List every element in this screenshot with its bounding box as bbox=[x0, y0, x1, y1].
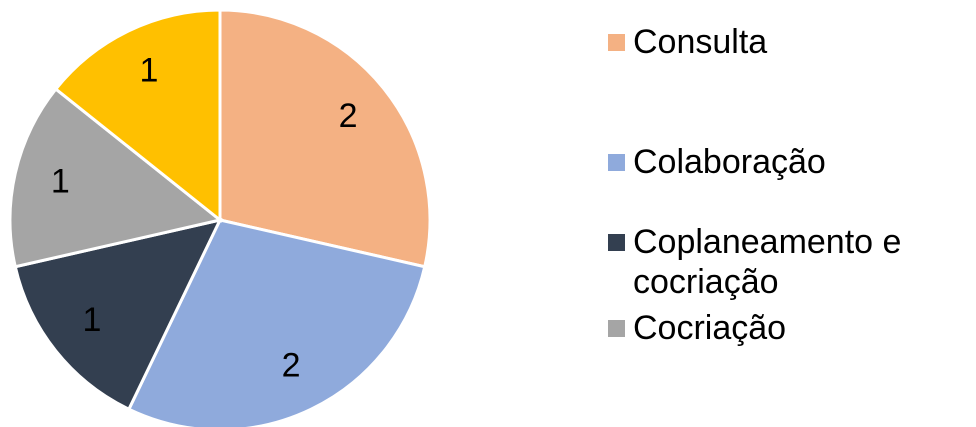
legend-swatch bbox=[608, 34, 625, 51]
legend-label: Coplaneamento e cocriação bbox=[633, 223, 902, 301]
data-label: 1 bbox=[139, 51, 158, 89]
pie-slice bbox=[126, 218, 427, 427]
pie-slice bbox=[8, 86, 224, 269]
legend-item: Cocriação bbox=[608, 308, 974, 348]
pie-area: 2 2 1 1 1 bbox=[8, 8, 432, 427]
pie-slice bbox=[218, 8, 432, 269]
pie-slice bbox=[53, 8, 222, 224]
legend-label: Cocriação bbox=[633, 309, 787, 347]
legend-item: Colaboração bbox=[608, 142, 974, 182]
legend-label: Consulta bbox=[633, 23, 768, 61]
legend-swatch bbox=[608, 234, 625, 251]
legend-label: Colaboração bbox=[633, 143, 826, 181]
pie-slice bbox=[13, 217, 223, 412]
data-label: 1 bbox=[82, 301, 101, 339]
data-label: 2 bbox=[339, 97, 358, 135]
legend-item: Coplaneamento e cocriação bbox=[608, 222, 974, 302]
data-label: 2 bbox=[282, 347, 301, 385]
data-label: 1 bbox=[51, 163, 70, 201]
legend-swatch bbox=[608, 320, 625, 337]
legend-item: Consulta bbox=[608, 22, 974, 62]
legend-swatch bbox=[608, 154, 625, 171]
